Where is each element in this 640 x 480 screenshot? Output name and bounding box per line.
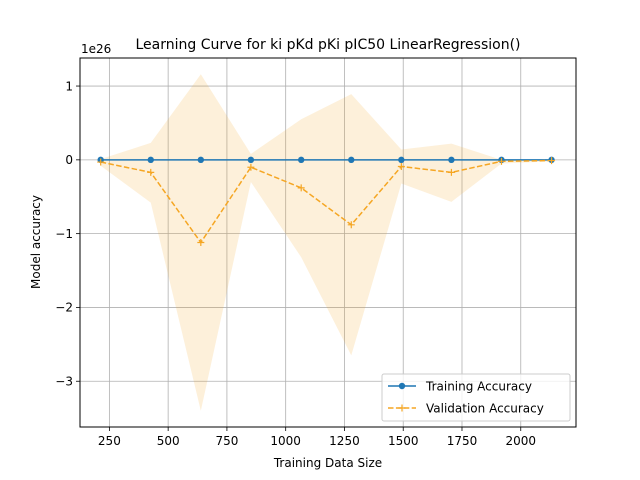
y-tick-label: 0 xyxy=(65,153,73,167)
series-lines xyxy=(100,159,552,244)
validation-accuracy-point xyxy=(97,158,105,166)
training-accuracy-point xyxy=(348,156,355,164)
training-accuracy-point xyxy=(448,156,455,164)
validation-accuracy-point xyxy=(247,163,255,171)
legend-training-marker xyxy=(398,382,406,390)
x-tick-label: 2000 xyxy=(505,434,536,448)
y-offset-label: 1e26 xyxy=(81,42,111,56)
y-axis-ticks: 1 0 −1 −2 −3 xyxy=(55,79,80,389)
legend-validation-label: Validation Accuracy xyxy=(426,402,544,416)
validation-band xyxy=(100,74,552,411)
legend-training-label: Training Accuracy xyxy=(425,380,532,394)
training-accuracy-point xyxy=(298,156,305,164)
legend: Training Accuracy Validation Accuracy xyxy=(381,373,571,422)
x-tick-label: 1000 xyxy=(270,434,301,448)
training-accuracy-point xyxy=(197,156,205,164)
x-tick-label: 500 xyxy=(157,434,180,448)
y-tick-label: −3 xyxy=(55,375,73,389)
x-axis-ticks: 250 500 750 1000 1250 1500 1750 2000 xyxy=(98,427,536,448)
legend-box xyxy=(381,373,571,422)
x-tick-label: 250 xyxy=(98,434,121,448)
x-tick-label: 1500 xyxy=(388,434,419,448)
x-tick-label: 1750 xyxy=(447,434,478,448)
validation-accuracy-point xyxy=(548,157,556,165)
training-accuracy-point xyxy=(247,156,255,164)
training-accuracy-point xyxy=(398,156,405,164)
x-tick-label: 750 xyxy=(215,434,238,448)
x-axis-label: Training Data Size xyxy=(273,456,382,470)
series-markers xyxy=(97,156,556,246)
validation-accuracy-point xyxy=(297,184,305,192)
validation-accuracy-line xyxy=(100,159,552,244)
legend-validation-marker xyxy=(398,404,406,412)
y-tick-label: 1 xyxy=(65,79,73,93)
validation-accuracy-point xyxy=(147,168,155,176)
chart-title: Learning Curve for ki pKd pKi pIC50 Line… xyxy=(135,37,520,53)
validation-accuracy-point xyxy=(197,239,205,246)
y-tick-label: −1 xyxy=(55,227,73,241)
validation-std-band xyxy=(100,74,552,411)
validation-accuracy-point xyxy=(497,157,505,165)
validation-accuracy-point xyxy=(397,162,405,170)
y-tick-label: −2 xyxy=(55,301,73,315)
x-tick-label: 1250 xyxy=(329,434,360,448)
validation-accuracy-point xyxy=(447,168,455,176)
validation-accuracy-point xyxy=(347,221,355,229)
plot-frame xyxy=(79,57,577,428)
y-axis-label: Model accuracy xyxy=(29,195,43,289)
training-accuracy-point xyxy=(147,156,154,164)
